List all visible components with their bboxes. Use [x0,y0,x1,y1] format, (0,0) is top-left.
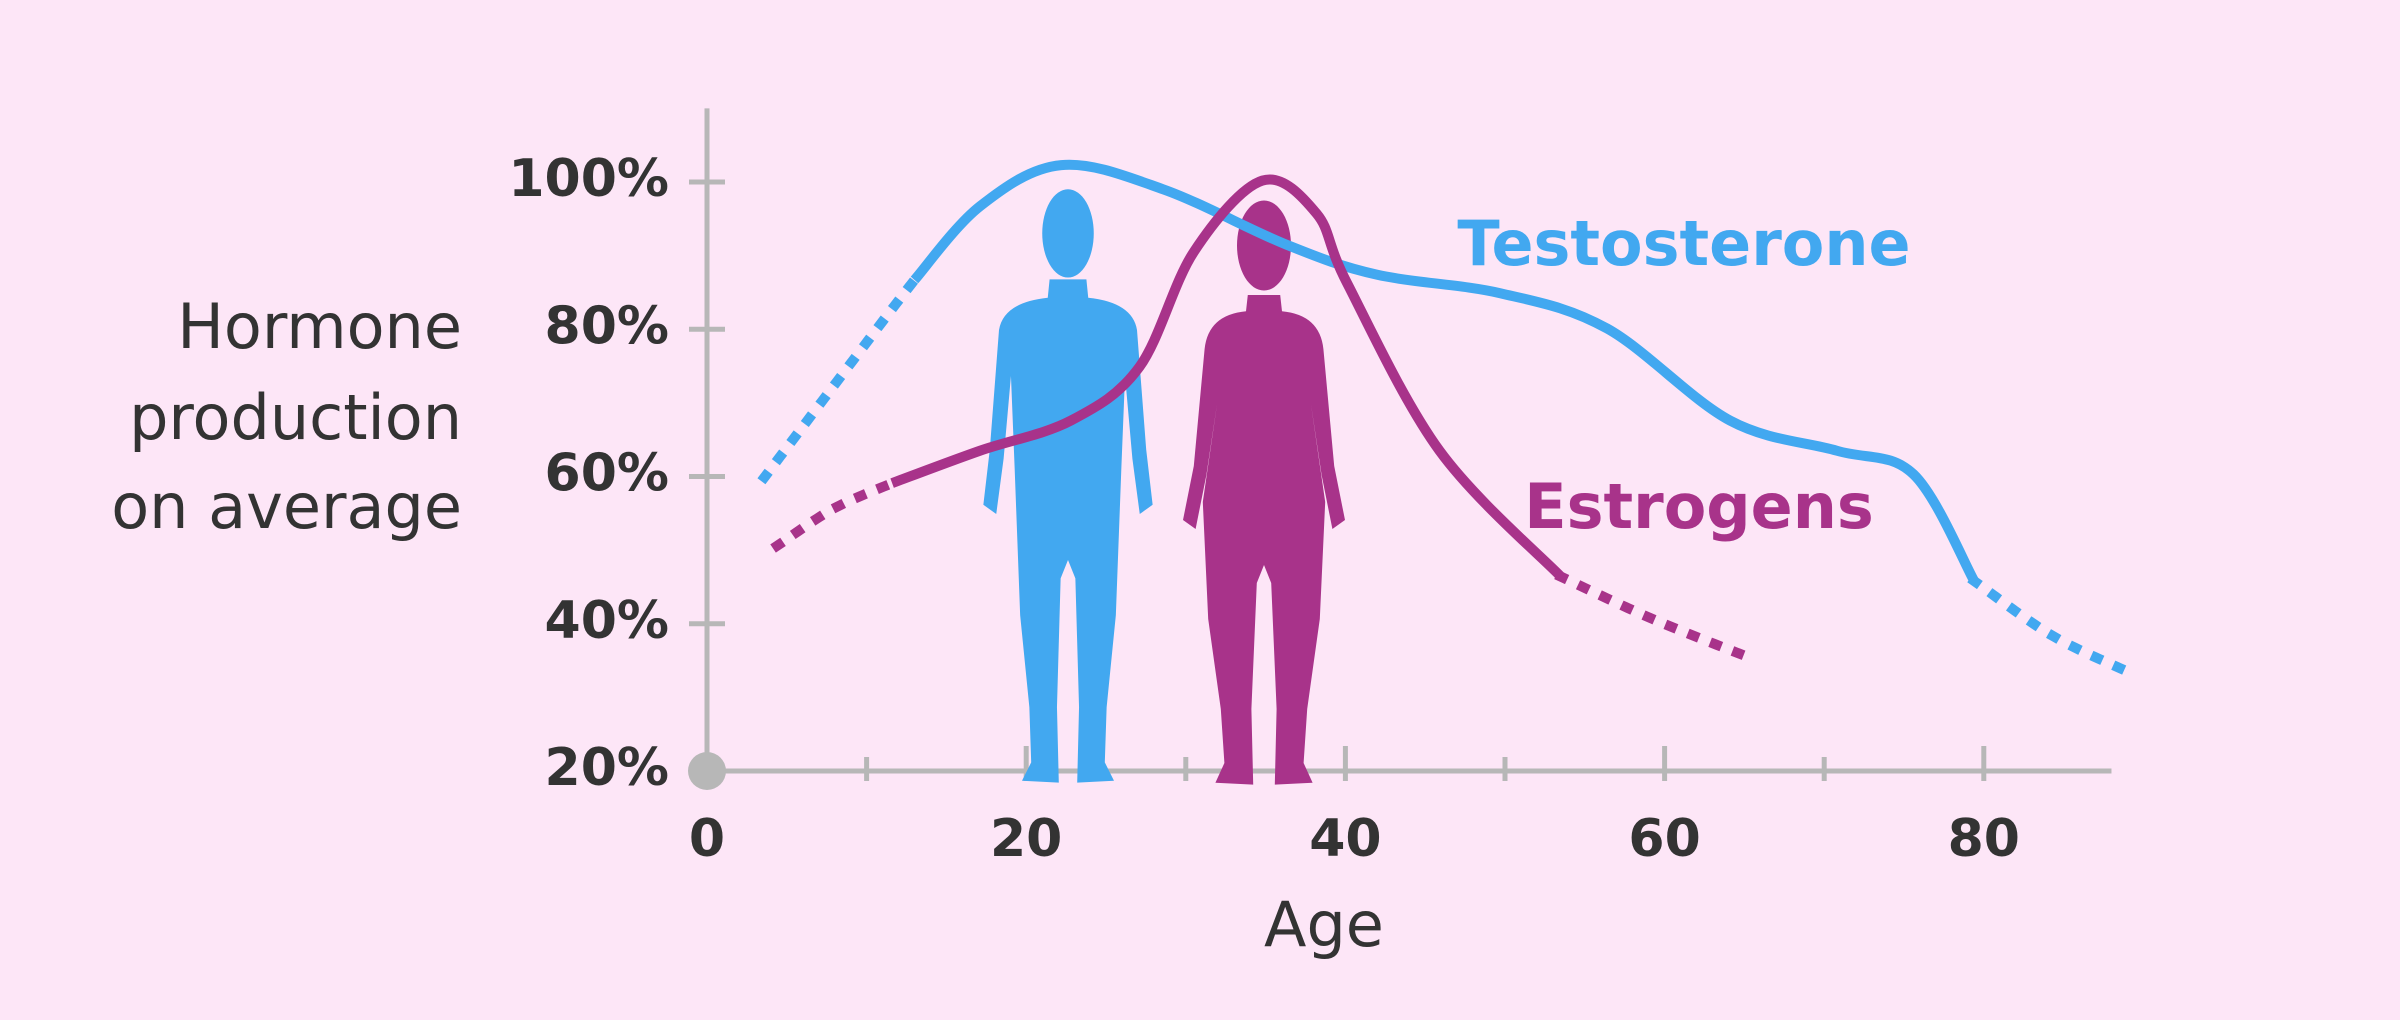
y-tick-label: 80% [545,296,669,356]
line-solid [910,159,1979,584]
x-tick-label: 20 [990,809,1062,869]
y-tick-label: 100% [508,149,669,209]
body [983,279,1153,783]
ylabel-line: production [129,381,462,454]
head [1042,189,1094,278]
x-tick-label: 60 [1628,809,1700,869]
x-tick-label: 0 [689,809,725,869]
y-tick-label: 60% [545,444,669,504]
male-silhouette [983,189,1153,783]
series-label: Estrogens [1524,470,1874,543]
origin-dot [688,752,726,790]
lines [757,159,2131,677]
x-tick-label: 40 [1309,809,1381,869]
series-label: Testosterone [1457,207,1910,280]
axes: 20% 40% 60% 80% 100% 0 20 40 60 80 [508,108,2112,869]
female-silhouette [1183,200,1345,785]
y-tick-label: 20% [545,738,669,798]
y-tick-label: 40% [545,591,669,651]
x-tick-label: 80 [1948,809,2020,869]
line-dotted [757,272,2131,677]
ylabel-line: Hormone [177,290,462,363]
head [1237,200,1291,291]
line-solid [890,174,1565,581]
xlabel: Age [1264,888,1384,961]
body [1183,295,1345,785]
ylabel: Hormone production on average [111,290,462,543]
line-dotted [770,476,1764,668]
ylabel-line: on average [111,470,462,543]
